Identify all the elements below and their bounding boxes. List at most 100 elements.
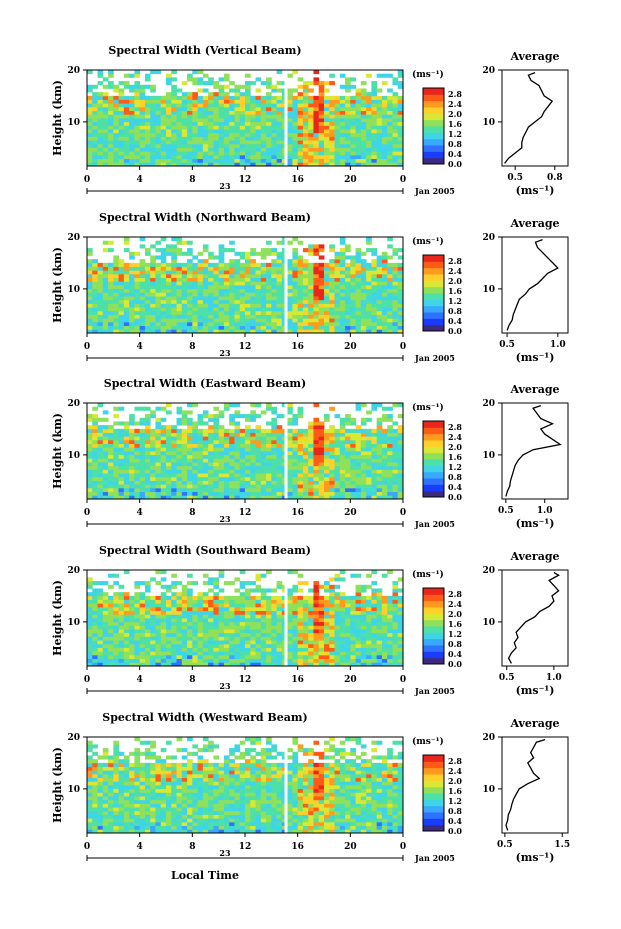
heatmap-cell [118, 132, 125, 137]
heatmap-cell [376, 154, 383, 160]
heatmap-cell [102, 647, 109, 652]
heatmap-cell [234, 88, 241, 93]
heatmap-cell [208, 262, 214, 267]
heatmap-cell [308, 292, 314, 297]
heatmap-cell [129, 610, 135, 615]
heatmap-cell [139, 118, 146, 123]
heatmap-cell [271, 259, 277, 264]
heatmap-cell [171, 491, 177, 496]
heatmap-cell [97, 417, 104, 422]
heatmap-cell [260, 292, 267, 297]
heatmap-cell [255, 414, 262, 419]
heatmap-cell [123, 162, 130, 167]
heatmap-cell [381, 329, 388, 334]
heatmap-cell [376, 73, 383, 78]
heatmap-cell [381, 132, 388, 137]
heatmap-cell [376, 314, 383, 319]
heatmap-cell [334, 436, 341, 441]
colorbar-swatch [423, 100, 444, 108]
heatmap-cell [92, 662, 98, 667]
heatmap-cell [234, 259, 241, 264]
heatmap-cell [118, 584, 125, 589]
heatmap-cell [276, 147, 283, 152]
heatmap-cell [276, 140, 283, 145]
heatmap-cell [118, 81, 125, 86]
heatmap-cell [144, 77, 151, 82]
heatmap-cell [229, 266, 235, 271]
heatmap-cell [176, 318, 183, 323]
x-tick-label: 8 [189, 508, 195, 518]
heatmap-cell [350, 273, 356, 279]
heatmap-cell [292, 432, 299, 437]
heatmap-cell [308, 307, 314, 312]
x-tick-label: 20 [344, 175, 357, 185]
heatmap-cell [118, 614, 125, 619]
heatmap-cell [266, 599, 272, 604]
heatmap-cell [255, 654, 262, 660]
heatmap-cell [397, 140, 404, 145]
heatmap-cell [108, 248, 114, 253]
heatmap-cell [302, 248, 309, 253]
heatmap-cell [260, 118, 267, 123]
heatmap-cell [276, 125, 283, 130]
heatmap-cell [366, 325, 372, 330]
heatmap-cell [234, 325, 241, 330]
heatmap-cell [339, 473, 346, 478]
heatmap-cell [334, 439, 341, 445]
heatmap-cell [218, 299, 225, 304]
heatmap-cell [287, 484, 293, 489]
heatmap-cell [334, 462, 341, 467]
heatmap-cell [297, 606, 304, 612]
heatmap-cell [334, 106, 341, 112]
heatmap-cell [208, 273, 214, 279]
heatmap-cell [371, 439, 378, 445]
heatmap-cell [150, 610, 156, 615]
heatmap-cell [87, 288, 93, 293]
heatmap-cell [208, 114, 214, 119]
heatmap-cell [324, 307, 330, 312]
heatmap-cell [266, 110, 272, 115]
heatmap-cell [155, 454, 162, 459]
heatmap-cell [118, 136, 125, 141]
heatmap-cell [276, 625, 283, 630]
heatmap-cell [187, 480, 193, 485]
heatmap-cell [245, 462, 251, 467]
heatmap-cell [144, 484, 151, 489]
heatmap-cell [355, 318, 362, 323]
heatmap-cell [123, 636, 130, 641]
heatmap-cell [181, 121, 188, 126]
heatmap-cell [87, 480, 93, 485]
heatmap-cell [255, 114, 262, 119]
heatmap-cell [239, 662, 246, 667]
heatmap-cell [113, 299, 119, 304]
heatmap-cell [166, 266, 172, 271]
heatmap-cell [260, 651, 267, 656]
heatmap-cell [129, 110, 135, 115]
heatmap-cell [318, 432, 325, 437]
heatmap-cell [329, 487, 335, 493]
heatmap-cell [176, 129, 183, 134]
heatmap-cell [171, 244, 177, 249]
heatmap-cell [218, 325, 225, 330]
heatmap-cell [381, 462, 388, 467]
heatmap-cell [160, 273, 167, 279]
heatmap-cell [381, 255, 388, 260]
heatmap-cell [118, 110, 125, 115]
heatmap-cell [87, 447, 93, 452]
x-tick-label: 16 [291, 342, 304, 352]
heatmap-cell [250, 103, 256, 108]
heatmap-cell [387, 140, 393, 145]
heatmap-cell [187, 443, 193, 448]
heatmap-cell [271, 118, 277, 123]
heatmap-cell [171, 273, 177, 279]
heatmap-cell [324, 151, 330, 156]
heatmap-cell [187, 428, 193, 433]
heatmap-cell [287, 473, 293, 478]
heatmap-cell [97, 469, 104, 474]
heatmap-cell [181, 447, 188, 452]
heatmap-cell [202, 299, 209, 304]
heatmap-cell [150, 640, 156, 645]
heatmap-cell [355, 321, 362, 327]
heatmap-cell [234, 487, 241, 493]
heatmap-cell [187, 273, 193, 279]
